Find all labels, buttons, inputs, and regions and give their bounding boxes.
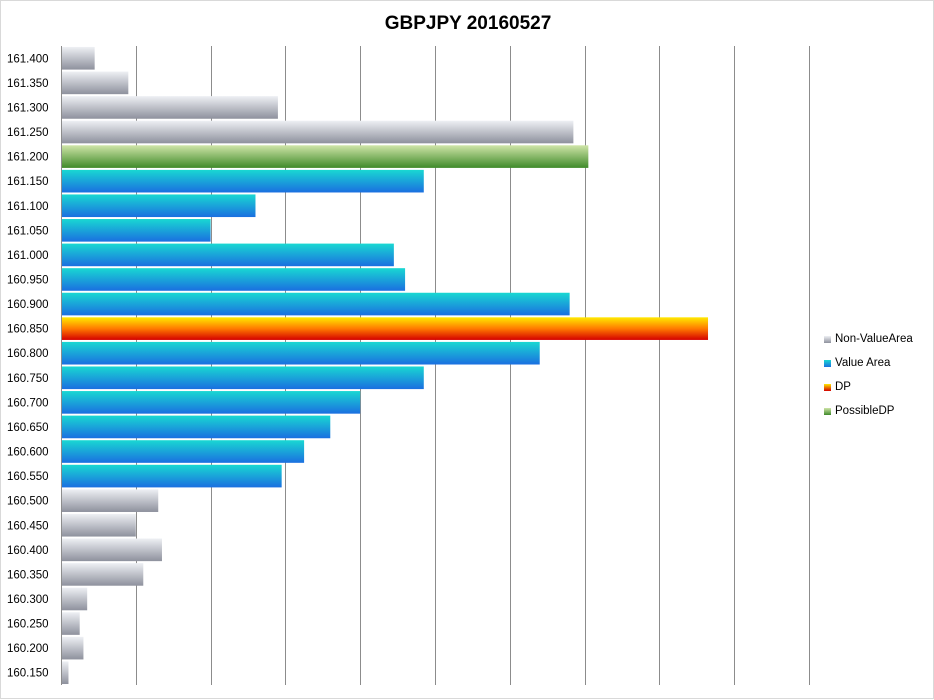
bar-160.900 [62,292,570,316]
y-tick-label: 160.900 [7,299,49,311]
y-tick-label: 161.150 [7,176,49,188]
bars [62,46,709,685]
y-tick-label: 161.100 [7,201,49,213]
y-tick-label: 161.350 [7,78,49,90]
y-tick-label: 161.000 [7,250,49,262]
bar-161.000 [62,243,394,267]
legend-label: Value Area [835,357,891,369]
chart-title: GBPJPY 20160527 [384,13,552,34]
legend-swatch [824,407,831,415]
y-tick-label: 160.150 [7,668,49,680]
y-tick-label: 160.600 [7,447,49,459]
y-tick-label: 160.700 [7,397,49,409]
y-tick-label: 160.500 [7,496,49,508]
y-tick-label: 160.750 [7,373,49,385]
y-tick-label: 160.650 [7,422,49,434]
y-tick-label: 160.300 [7,594,49,606]
bar-161.250 [62,120,574,144]
bar-160.300 [62,587,88,611]
bar-160.650 [62,415,331,439]
gridlines [61,46,810,685]
bar-161.100 [62,194,256,218]
legend-swatch [824,335,831,343]
y-tick-label: 160.250 [7,619,49,631]
legend-label: DP [835,381,851,393]
y-tick-label: 160.400 [7,545,49,557]
bar-160.150 [62,661,69,685]
bar-160.450 [62,513,136,537]
bar-161.050 [62,219,211,242]
y-tick-labels: 161.400 161.350 161.300 161.250 161.200 161.1… [7,53,49,679]
y-tick-label: 160.450 [7,520,49,532]
legend-item: PossibleDP [824,399,913,423]
bar-161.350 [62,71,129,95]
bar-161.400 [62,46,95,70]
bar-161.300 [62,96,278,119]
legend-item: Non-ValueArea [824,327,913,351]
legend-label: Non-ValueArea [835,333,913,345]
y-tick-label: 161.250 [7,127,49,139]
bar-160.350 [62,563,144,586]
bar-160.800 [62,341,540,365]
bar-160.700 [62,391,361,414]
y-tick-label: 161.200 [7,152,49,164]
legend: Non-ValueArea Value Area DP PossibleDP [824,327,913,423]
legend-item: DP [824,375,913,399]
y-tick-label: 160.950 [7,274,49,286]
legend-label: PossibleDP [835,405,895,417]
y-tick-label: 161.050 [7,225,49,237]
y-tick-label: 160.550 [7,471,49,483]
bar-160.550 [62,464,282,488]
legend-item: Value Area [824,351,913,375]
legend-swatch [824,359,831,367]
y-tick-label: 161.400 [7,53,49,65]
y-tick-label: 161.300 [7,102,49,114]
y-tick-label: 160.200 [7,643,49,655]
bar-160.500 [62,489,159,512]
bar-160.200 [62,636,84,660]
bar-160.600 [62,440,305,463]
bar-160.250 [62,612,80,635]
bar-161.150 [62,169,424,193]
y-tick-label: 160.800 [7,348,49,360]
bar-161.200 [62,145,589,168]
legend-swatch [824,383,831,391]
bar-160.750 [62,366,424,390]
bar-160.950 [62,268,406,291]
bar-160.400 [62,538,162,562]
y-tick-label: 160.350 [7,569,49,581]
y-tick-label: 160.850 [7,324,49,336]
bar-160.850 [62,317,709,340]
